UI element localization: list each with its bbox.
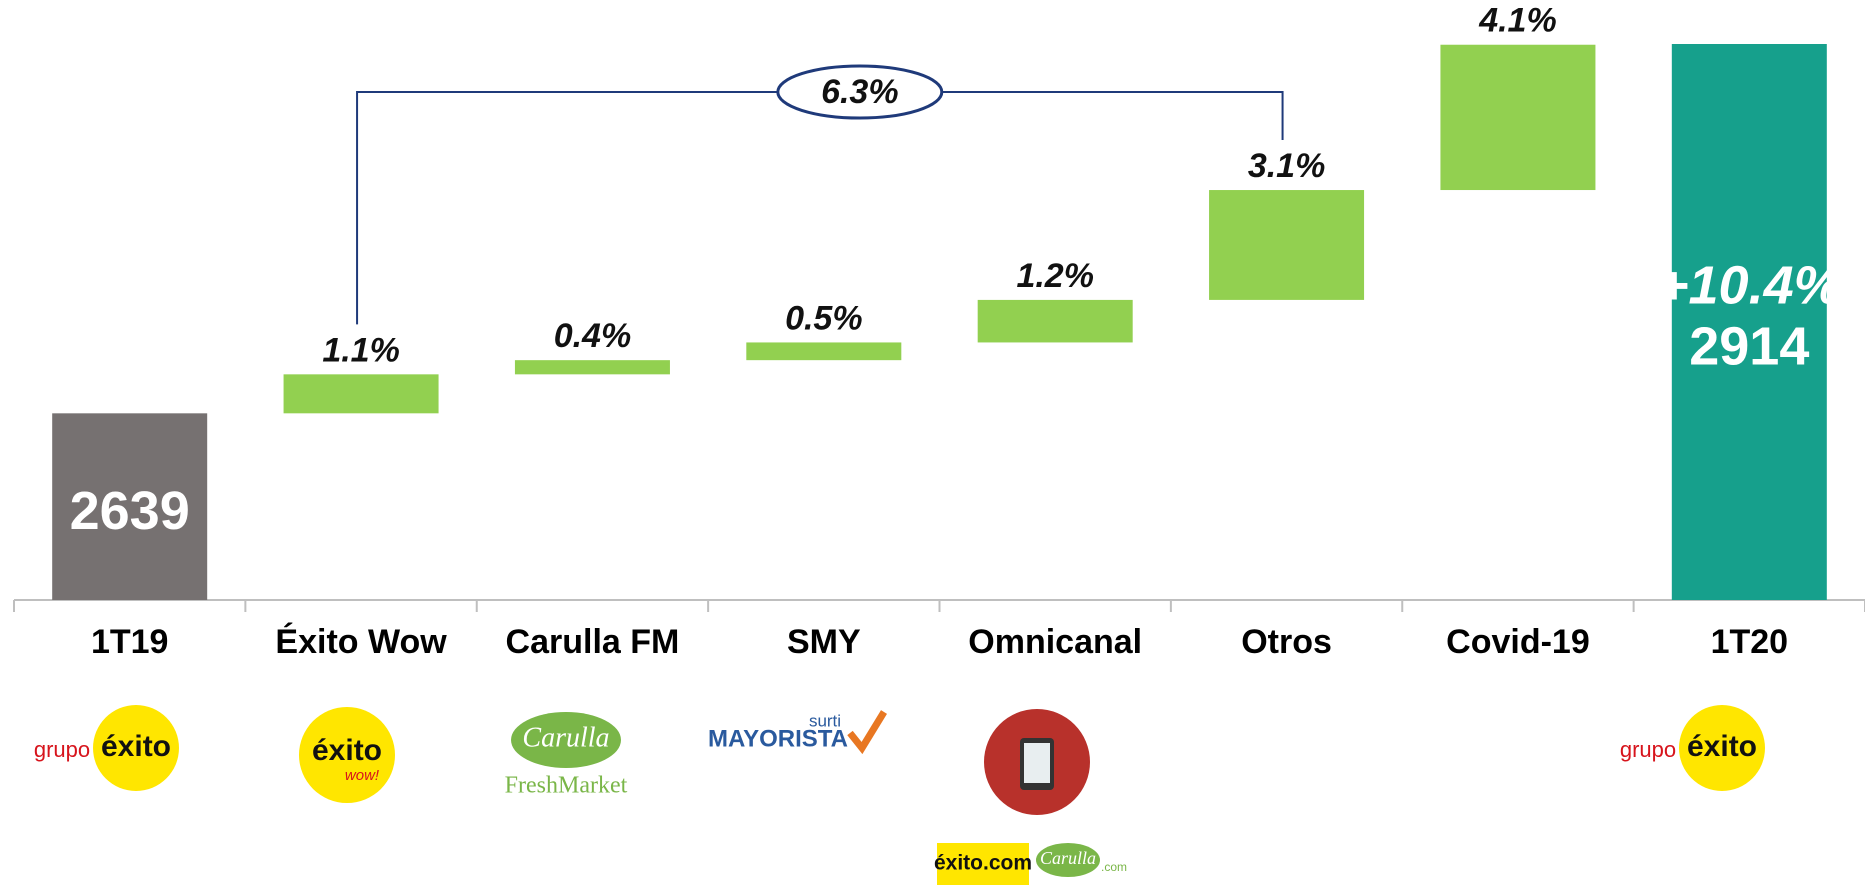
bar-step: [746, 342, 902, 361]
logo-text: Carulla: [1040, 848, 1096, 868]
logo-text: wow!: [345, 767, 380, 784]
logo-text: grupo: [34, 737, 90, 762]
x-tick-label: Éxito Wow: [275, 623, 447, 661]
bar-step: [283, 374, 439, 414]
logo-omnicanal: éxito.com Carulla .com: [934, 709, 1127, 885]
logo-text: éxito: [1687, 730, 1757, 763]
bar-end: [1671, 44, 1827, 600]
x-tick-label: 1T19: [91, 623, 169, 661]
total-change-label: +10.4%: [1657, 255, 1842, 315]
x-tick-label: SMY: [787, 623, 861, 661]
logo-text: .com: [1101, 860, 1127, 874]
value-label: 0.5%: [785, 299, 863, 337]
annotation: 6.3%: [821, 73, 899, 111]
logo-text: éxito.com: [934, 852, 1032, 875]
logo-text: FreshMarket: [505, 773, 628, 799]
x-tick-label: Carulla FM: [506, 623, 680, 661]
value-label: 4.1%: [1478, 2, 1557, 40]
logo-text: MAYORISTA: [708, 725, 848, 752]
value-label: 0.4%: [554, 317, 632, 355]
x-tick-label: 1T20: [1711, 623, 1789, 661]
x-tick-label: Omnicanal: [968, 623, 1142, 661]
start-label: 2639: [70, 481, 190, 541]
value-label: 3.1%: [1248, 147, 1326, 185]
bracket: [356, 91, 1284, 325]
logo-text: Carulla: [522, 722, 609, 753]
logo-text: éxito: [101, 730, 171, 763]
logo-grupo-exito-2: grupo éxito: [1620, 705, 1765, 791]
x-tick-label: Otros: [1241, 623, 1332, 661]
bar-step: [977, 299, 1133, 343]
value-label: 1.2%: [1016, 257, 1094, 295]
logo-text: grupo: [1620, 737, 1676, 762]
bar-step: [514, 360, 670, 375]
logo-exito-wow: éxito wow!: [299, 707, 395, 803]
logo-text: surti: [809, 711, 841, 730]
bar-step: [1440, 44, 1596, 191]
annotation-ellipse: [776, 64, 944, 120]
logo-text: éxito: [312, 734, 382, 767]
x-tick-label: Covid-19: [1446, 623, 1590, 661]
value-label: 1.1%: [322, 331, 400, 369]
bar-start: [52, 413, 208, 600]
logo-carulla: Carulla FreshMarket: [505, 712, 628, 799]
bar-step: [1209, 190, 1365, 300]
end-label: 2914: [1689, 316, 1809, 376]
logo-grupo-exito-1: grupo éxito: [34, 705, 179, 791]
logo-surti-mayorista: surti MAYORISTA: [708, 710, 887, 755]
